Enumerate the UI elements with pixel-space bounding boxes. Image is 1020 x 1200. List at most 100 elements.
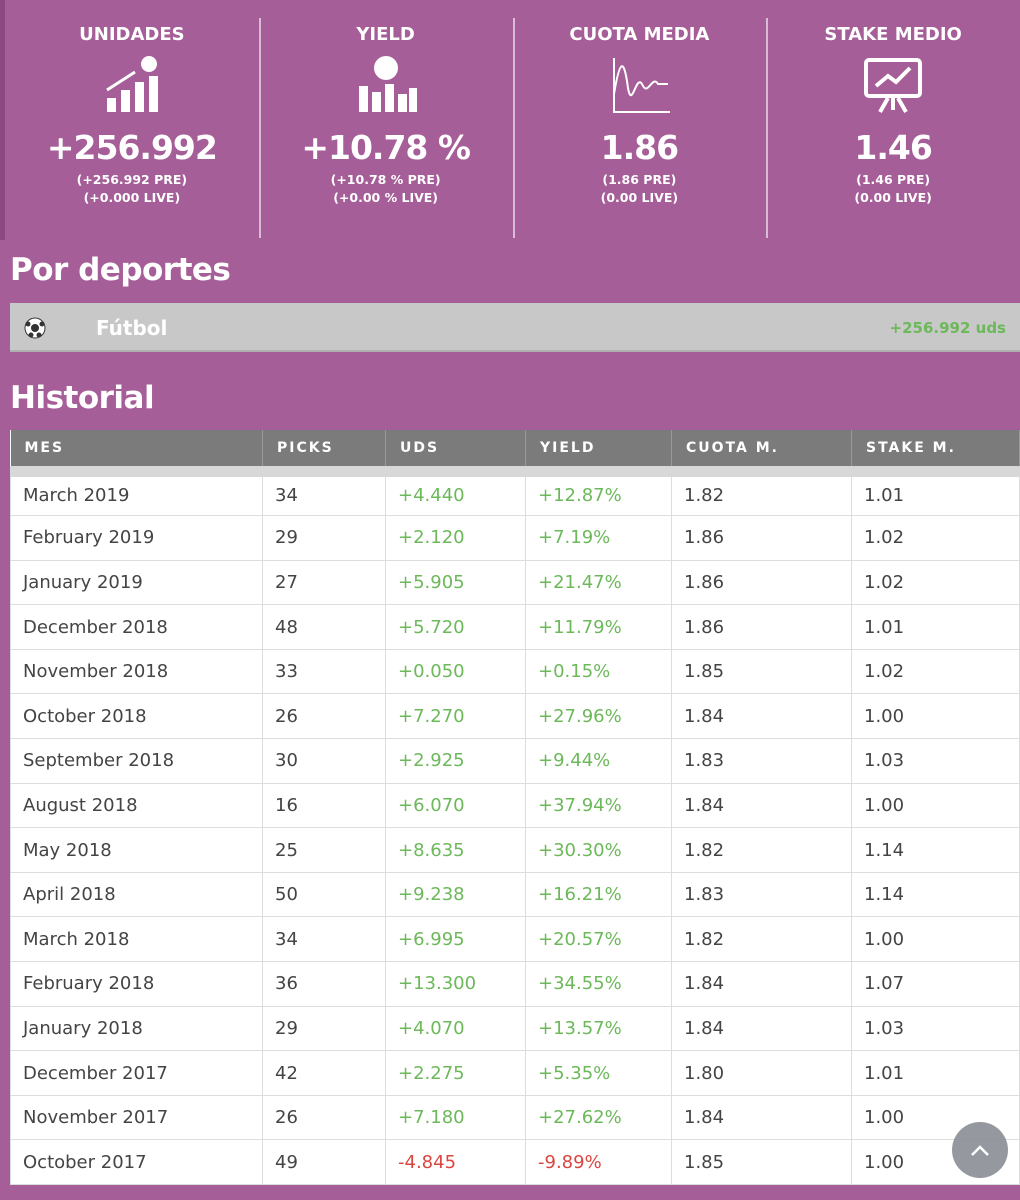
stat-value: 1.86	[600, 128, 679, 167]
table-cell: 1.83	[671, 871, 852, 918]
table-cell: +4.070	[385, 1005, 526, 1052]
table-cell: +5.35%	[525, 1050, 672, 1096]
table-cell: 1.00	[851, 916, 1020, 963]
table-cell: 25	[262, 827, 386, 873]
table-cell: January 2019	[10, 559, 263, 606]
table-row: March 2019 34 +4.440 +12.87% 1.82 1.01	[10, 470, 1020, 517]
table-cell: +7.270	[385, 693, 526, 740]
table-cell: +9.238	[385, 871, 526, 918]
units-icon	[106, 56, 158, 112]
table-cell: +6.995	[385, 916, 526, 963]
stat-label: CUOTA MEDIA	[569, 24, 710, 45]
table-cell: October 2017	[10, 1139, 263, 1185]
table-cell: 26	[262, 693, 386, 740]
table-body: March 2019 34 +4.440 +12.87% 1.82 1.01 Februar…	[10, 470, 1020, 1185]
stat-label: UNIDADES	[79, 24, 185, 45]
sport-row[interactable]: Fútbol +256.992 uds	[10, 303, 1020, 352]
table-cell: 1.03	[851, 738, 1020, 784]
table-cell: December 2017	[10, 1050, 263, 1096]
table-cell: September 2018	[10, 738, 263, 784]
table-cell: 50	[262, 871, 386, 918]
table-cell: 1.01	[851, 1050, 1020, 1096]
table-cell: 1.84	[671, 782, 852, 829]
ball-icon	[24, 317, 46, 339]
table-cell: 1.84	[671, 1094, 852, 1141]
table-cell: +11.79%	[525, 604, 672, 650]
table-cell: February 2018	[10, 961, 263, 1007]
table-cell: +5.720	[385, 604, 526, 650]
table-cell: +8.635	[385, 827, 526, 873]
stat-live: (0.00 LIVE)	[854, 190, 932, 205]
table-cell: April 2018	[10, 871, 263, 918]
table-cell: 30	[262, 738, 386, 784]
column-header: PICKS	[262, 430, 386, 477]
stat-value: 1.46	[854, 128, 932, 167]
table-cell: +0.050	[385, 648, 526, 695]
table-cell: +2.925	[385, 738, 526, 784]
section-title: Por deportes	[10, 252, 231, 288]
table-cell: 1.82	[671, 916, 852, 963]
table-cell: +12.87%	[525, 470, 672, 517]
table-cell: May 2018	[10, 827, 263, 873]
section-title: Historial	[10, 380, 155, 416]
table-cell: +30.30%	[525, 827, 672, 873]
table-cell: 16	[262, 782, 386, 829]
table-cell: 1.02	[851, 559, 1020, 606]
table-cell: +2.120	[385, 515, 526, 561]
table-cell: 1.14	[851, 871, 1020, 918]
table-row: August 2018 16 +6.070 +37.94% 1.84 1.00	[10, 782, 1020, 829]
table-cell: 1.84	[671, 1005, 852, 1052]
table-cell: 34	[262, 916, 386, 963]
table-cell: 1.84	[671, 961, 852, 1007]
table-cell: +34.55%	[525, 961, 672, 1007]
table-cell: +21.47%	[525, 559, 672, 606]
table-cell: January 2018	[10, 1005, 263, 1052]
table-cell: August 2018	[10, 782, 263, 829]
table-cell: 1.85	[671, 1139, 852, 1185]
table-row: December 2018 48 +5.720 +11.79% 1.86 1.01	[10, 604, 1020, 650]
table-cell: +27.62%	[525, 1094, 672, 1141]
table-cell: October 2018	[10, 693, 263, 740]
table-cell: 34	[262, 470, 386, 517]
table-cell: 1.01	[851, 604, 1020, 650]
stat-pre: (1.86 PRE)	[602, 172, 677, 187]
table-row: April 2018 50 +9.238 +16.21% 1.83 1.14	[10, 871, 1020, 918]
table-cell: 1.82	[671, 827, 852, 873]
stat-pre: (+10.78 % PRE)	[330, 172, 441, 187]
table-cell: 1.02	[851, 648, 1020, 695]
table-cell: +13.300	[385, 961, 526, 1007]
table-row: February 2018 36 +13.300 +34.55% 1.84 1.07	[10, 961, 1020, 1007]
table-row: March 2018 34 +6.995 +20.57% 1.82 1.00	[10, 916, 1020, 963]
column-header: YIELD	[525, 430, 672, 477]
table-row: October 2017 49 -4.845 -9.89% 1.85 1.00	[10, 1139, 1020, 1185]
table-cell: December 2018	[10, 604, 263, 650]
stat-card: UNIDADES +256.992 (+256.992 PRE) (+0.000…	[5, 0, 259, 240]
table-cell: 29	[262, 1005, 386, 1052]
stat-live: (0.00 LIVE)	[600, 190, 679, 205]
stat-card: YIELD +10.78 % (+10.78 % PRE) (+0.00 % L…	[258, 0, 513, 240]
table-cell: 49	[262, 1139, 386, 1185]
stats-panel: UNIDADES +256.992 (+256.992 PRE) (+0.000…	[0, 0, 1020, 240]
odds-icon	[613, 58, 671, 113]
table-cell: 29	[262, 515, 386, 561]
table-cell: +7.180	[385, 1094, 526, 1141]
table-cell: 1.14	[851, 827, 1020, 873]
table-cell: 1.86	[671, 604, 852, 650]
table-cell: 1.01	[851, 470, 1020, 517]
table-cell: 1.03	[851, 1005, 1020, 1052]
table-cell: 1.84	[671, 693, 852, 740]
column-header: STAKE M.	[851, 430, 1020, 477]
table-row: October 2018 26 +7.270 +27.96% 1.84 1.00	[10, 693, 1020, 740]
table-cell: 27	[262, 559, 386, 606]
scroll-top-button[interactable]	[952, 1122, 1008, 1178]
table-cell: +9.44%	[525, 738, 672, 784]
table-row: September 2018 30 +2.925 +9.44% 1.83 1.03	[10, 738, 1020, 784]
table-cell: -4.845	[385, 1139, 526, 1185]
table-cell: November 2017	[10, 1094, 263, 1141]
stat-value: +256.992	[46, 128, 218, 167]
table-row: November 2017 26 +7.180 +27.62% 1.84 1.00	[10, 1094, 1020, 1141]
table-cell: +27.96%	[525, 693, 672, 740]
table-cell: +5.905	[385, 559, 526, 606]
table-cell: 1.83	[671, 738, 852, 784]
table-cell: 48	[262, 604, 386, 650]
